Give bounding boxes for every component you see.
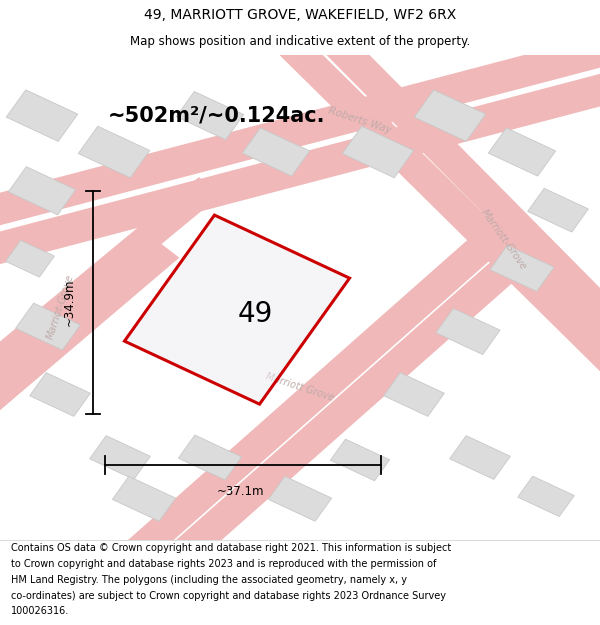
Polygon shape (449, 436, 511, 479)
Text: Marriot-Grove: Marriot-Grove (45, 274, 75, 341)
Polygon shape (131, 240, 541, 598)
Polygon shape (112, 476, 176, 521)
Polygon shape (518, 476, 574, 516)
Text: HM Land Registry. The polygons (including the associated geometry, namely x, y: HM Land Registry. The polygons (includin… (11, 575, 407, 585)
Polygon shape (0, 21, 600, 239)
Polygon shape (383, 372, 445, 416)
Text: ~502m²/~0.124ac.: ~502m²/~0.124ac. (108, 106, 325, 126)
Polygon shape (490, 245, 554, 291)
Text: Marriott-Grove: Marriott-Grove (479, 207, 529, 271)
Polygon shape (78, 126, 150, 178)
Polygon shape (124, 215, 350, 404)
Polygon shape (89, 436, 151, 479)
Polygon shape (268, 476, 332, 521)
Polygon shape (436, 308, 500, 354)
Text: Contains OS data © Crown copyright and database right 2021. This information is : Contains OS data © Crown copyright and d… (11, 543, 451, 553)
Text: Roberts Way: Roberts Way (327, 106, 393, 136)
Polygon shape (8, 167, 76, 215)
Polygon shape (0, 59, 600, 278)
Polygon shape (29, 372, 91, 416)
Text: 100026316.: 100026316. (11, 606, 69, 616)
Polygon shape (342, 126, 414, 178)
Text: 49, MARRIOTT GROVE, WAKEFIELD, WF2 6RX: 49, MARRIOTT GROVE, WAKEFIELD, WF2 6RX (144, 8, 456, 22)
Polygon shape (16, 303, 80, 350)
Polygon shape (178, 435, 242, 480)
Text: ~34.9m: ~34.9m (62, 279, 76, 326)
Text: Marriott Grove: Marriott Grove (265, 371, 335, 403)
Polygon shape (488, 128, 556, 176)
Polygon shape (176, 91, 244, 140)
Polygon shape (5, 241, 55, 277)
Polygon shape (527, 188, 589, 232)
Polygon shape (0, 241, 179, 452)
Polygon shape (414, 90, 486, 141)
Text: Map shows position and indicative extent of the property.: Map shows position and indicative extent… (130, 35, 470, 48)
Text: to Crown copyright and database rights 2023 and is reproduced with the permissio: to Crown copyright and database rights 2… (11, 559, 436, 569)
Text: ~37.1m: ~37.1m (216, 485, 264, 498)
Polygon shape (331, 439, 389, 481)
Polygon shape (6, 90, 78, 141)
Polygon shape (239, 0, 600, 418)
Text: co-ordinates) are subject to Crown copyright and database rights 2023 Ordnance S: co-ordinates) are subject to Crown copyr… (11, 591, 446, 601)
Polygon shape (287, 0, 600, 379)
Text: 49: 49 (238, 301, 272, 329)
Polygon shape (83, 240, 493, 598)
Polygon shape (0, 177, 221, 418)
Polygon shape (242, 128, 310, 176)
